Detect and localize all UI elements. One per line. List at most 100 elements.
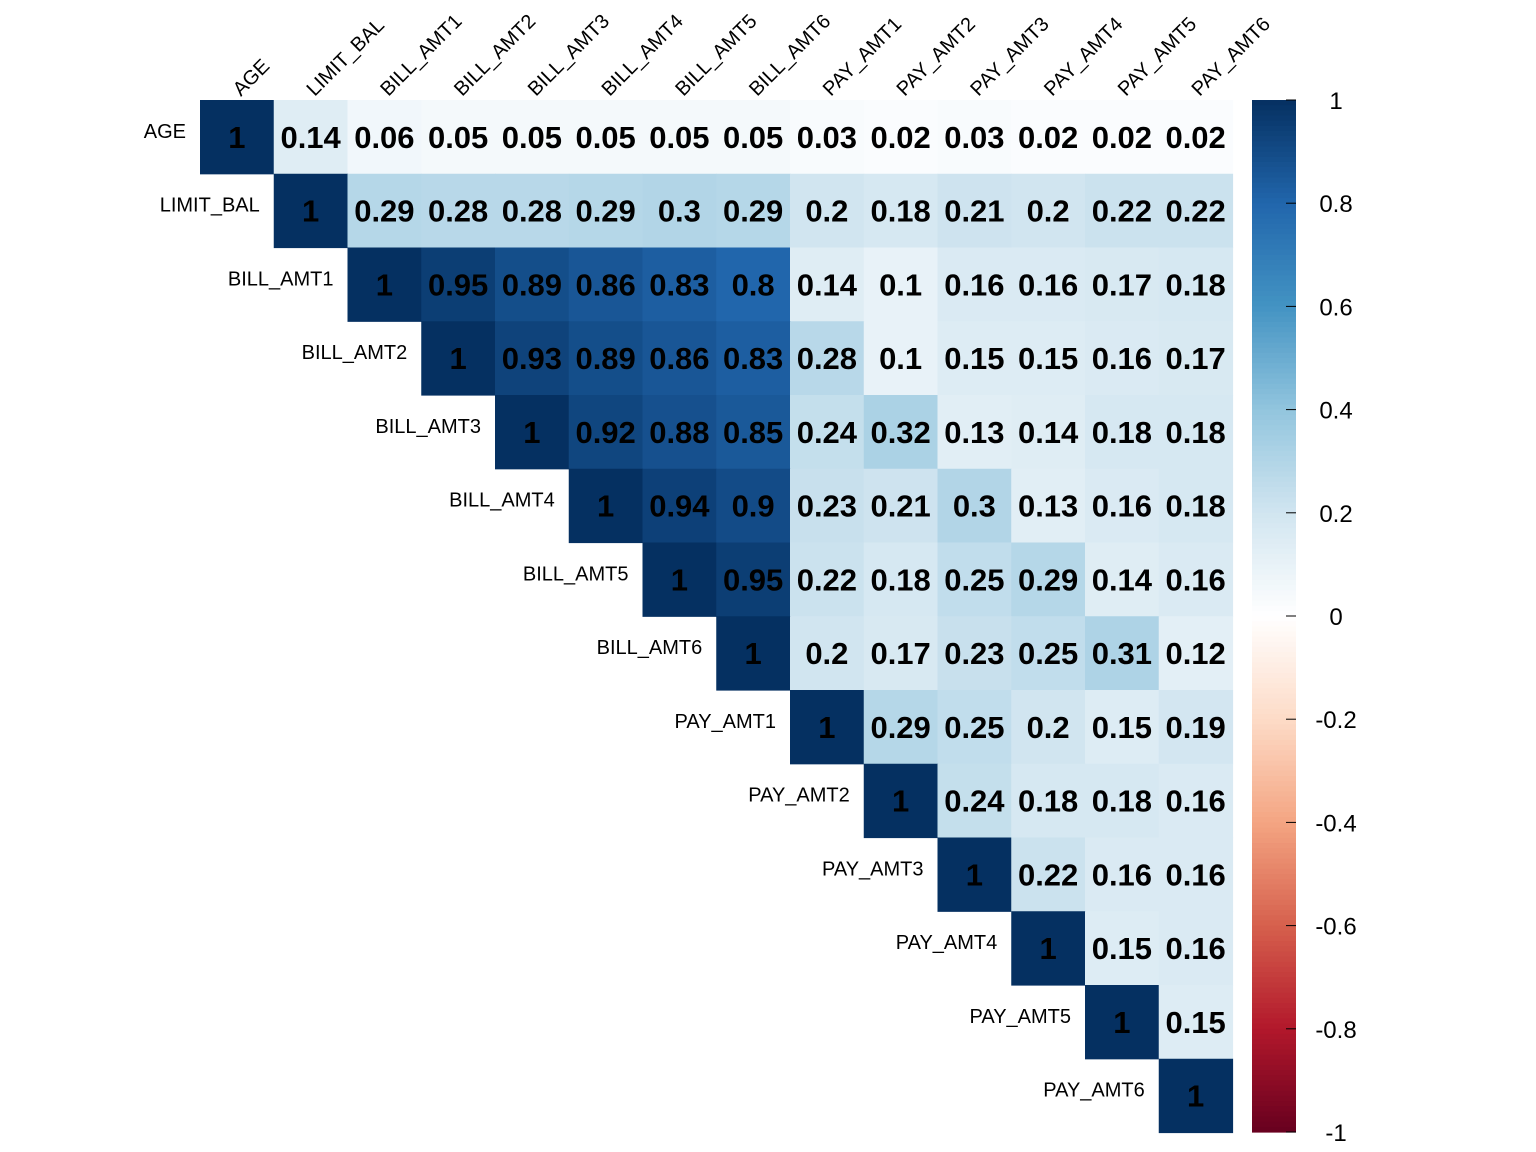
colorbar-tick-label: -0.4 (1315, 810, 1356, 837)
heatmap-cell-pay_amt2-pay_amt2 (863, 763, 939, 839)
heatmap-cell-pay_amt2-pay_amt5 (1085, 763, 1160, 839)
colorbar-segment (1252, 347, 1296, 354)
cell-value-label: 0.3 (658, 194, 701, 229)
cell-value-label: 0.14 (280, 120, 341, 155)
cell-value-label: 0.12 (1165, 636, 1225, 671)
heatmap-cell-bill_amt4-pay_amt1 (790, 468, 865, 544)
colorbar-segment (1252, 564, 1296, 571)
colorbar-segment (1252, 987, 1296, 994)
colorbar-segment (1252, 641, 1296, 648)
colorbar-segment (1252, 915, 1296, 922)
cell-value-label: 0.02 (1018, 120, 1078, 155)
colorbar-segment (1252, 182, 1296, 189)
heatmap-cell-pay_amt2-pay_amt4 (1011, 763, 1086, 839)
row-label-pay_amt5: PAY_AMT5 (969, 1006, 1071, 1028)
colorbar-segment (1252, 383, 1296, 390)
heatmap-cell-bill_amt5-pay_amt5 (1085, 542, 1160, 617)
colorbar-segment (1252, 1023, 1296, 1030)
heatmap-cell-bill_amt5-bill_amt6 (716, 542, 791, 617)
colorbar-segment (1252, 930, 1296, 937)
colorbar-segment (1252, 461, 1296, 467)
colorbar-segment (1252, 280, 1296, 287)
cell-value-label: 0.14 (1018, 415, 1079, 450)
colorbar-segment (1252, 626, 1296, 633)
cell-value-label: 0.95 (723, 562, 783, 597)
heatmap-cell-bill_amt2-pay_amt6 (1158, 321, 1234, 396)
colorbar-segment (1252, 456, 1296, 462)
colorbar-segment (1252, 234, 1296, 240)
column-label-pay_amt2: PAY_AMT2 (893, 13, 980, 100)
colorbar-segment (1252, 115, 1296, 122)
heatmap-cell-bill_amt3-bill_amt6 (716, 395, 791, 470)
cell-value-label: 0.16 (1165, 931, 1225, 966)
colorbar-segment (1252, 136, 1296, 142)
colorbar-segment (1252, 254, 1296, 261)
heatmap-cell-bill_amt2-pay_amt3 (937, 321, 1012, 396)
colorbar-segment (1252, 1033, 1296, 1040)
heatmap-cell-bill_amt1-pay_amt3 (937, 247, 1012, 322)
cell-value-label: 0.06 (354, 120, 414, 155)
colorbar-segment (1252, 1049, 1296, 1056)
colorbar-segment (1252, 440, 1296, 447)
cell-value-label: 0.29 (723, 194, 783, 229)
heatmap-cell-bill_amt1-bill_amt3 (495, 247, 570, 322)
heatmap-cell-bill_amt6-pay_amt4 (1011, 616, 1086, 691)
heatmap-cell-bill_amt6-pay_amt1 (790, 616, 865, 691)
heatmap-cell-age-pay_amt1 (790, 100, 865, 175)
cell-value-label: 0.16 (944, 267, 1004, 302)
cell-value-label: 0.16 (1092, 341, 1152, 376)
cell-value-label: 0.16 (1165, 857, 1225, 892)
cell-value-label: 1 (892, 784, 909, 819)
colorbar-segment (1252, 781, 1296, 787)
cell-value-label: 0.86 (575, 267, 635, 302)
colorbar-segment (1252, 832, 1296, 839)
cell-value-label: 0.15 (944, 341, 1004, 376)
heatmap-cell-pay_amt1-pay_amt6 (1158, 690, 1234, 765)
colorbar-segment (1252, 992, 1296, 999)
colorbar-segment (1252, 223, 1296, 230)
colorbar-segment (1252, 373, 1296, 380)
row-label-bill_amt3: BILL_AMT3 (375, 416, 481, 438)
cell-value-label: 0.93 (502, 341, 562, 376)
cell-value-label: 0.3 (953, 489, 996, 524)
colorbar-segment (1252, 471, 1296, 478)
cell-value-label: 0.15 (1165, 1005, 1225, 1040)
cell-value-label: 0.03 (944, 120, 1004, 155)
colorbar-segment (1252, 100, 1296, 106)
colorbar-segment (1252, 1054, 1296, 1061)
heatmap-cell-limit_bal-bill_amt3 (495, 173, 570, 249)
heatmap-cell-pay_amt1-pay_amt3 (937, 690, 1012, 765)
cell-value-label: 0.2 (1027, 710, 1070, 745)
cell-value-label: 0.13 (944, 415, 1004, 450)
heatmap-cell-limit_bal-pay_amt1 (790, 173, 865, 249)
cell-value-label: 0.85 (723, 415, 783, 450)
heatmap-cell-bill_amt6-pay_amt2 (863, 616, 939, 691)
row-label-pay_amt2: PAY_AMT2 (748, 785, 850, 807)
colorbar-tick-label: -0.2 (1315, 707, 1356, 734)
cell-value-label: 0.18 (1092, 784, 1152, 819)
colorbar-segment (1252, 745, 1296, 751)
cell-value-label: 0.32 (870, 415, 930, 450)
colorbar-segment (1252, 646, 1296, 653)
heatmap-cell-bill_amt3-bill_amt3 (495, 395, 570, 470)
heatmap-cell-bill_amt1-bill_amt2 (421, 247, 496, 322)
row-label-bill_amt6: BILL_AMT6 (597, 637, 703, 659)
colorbar-segment (1252, 497, 1296, 504)
row-label-age: AGE (144, 121, 186, 143)
cell-value-label: 0.9 (732, 489, 775, 524)
colorbar-segment (1252, 399, 1296, 406)
heatmap-cell-limit_bal-pay_amt4 (1011, 173, 1086, 249)
colorbar-segment (1252, 755, 1296, 762)
heatmap-cell-bill_amt4-bill_amt4 (568, 468, 644, 544)
colorbar-tick-label: 0.8 (1319, 191, 1352, 218)
cell-value-label: 0.19 (1165, 710, 1225, 745)
colorbar-segment (1252, 487, 1296, 493)
colorbar-segment (1252, 688, 1296, 694)
heatmap-cell-limit_bal-pay_amt5 (1085, 173, 1160, 249)
cell-value-label: 0.02 (1092, 120, 1152, 155)
heatmap-cell-bill_amt5-pay_amt3 (937, 542, 1012, 617)
colorbar-segment (1252, 770, 1296, 777)
heatmap-cell-bill_amt3-bill_amt5 (642, 395, 717, 470)
colorbar-segment (1252, 858, 1296, 865)
colorbar-segment (1252, 445, 1296, 452)
